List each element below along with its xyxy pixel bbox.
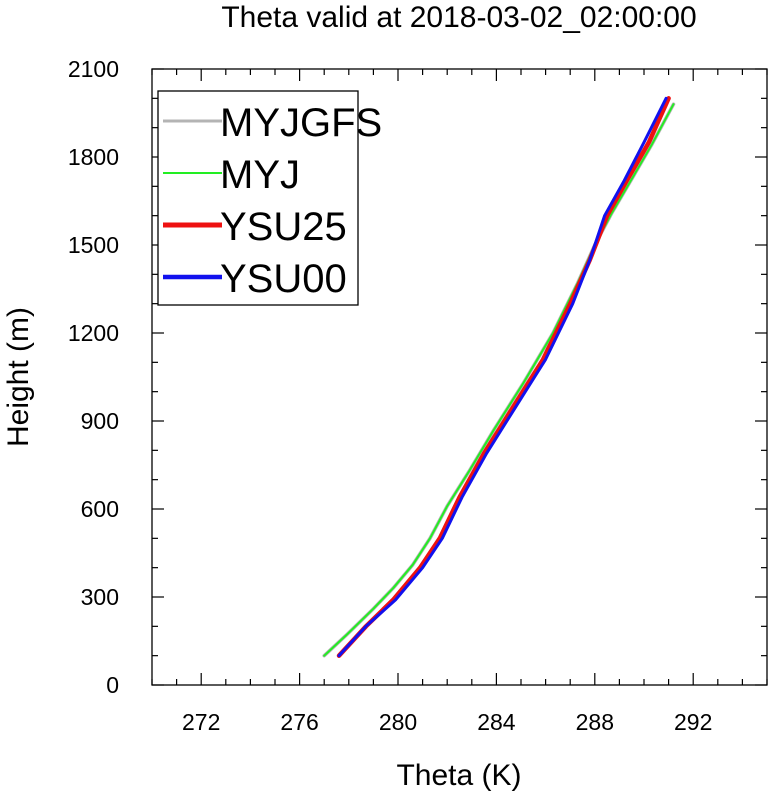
plot-frame [151,68,768,686]
y-tick-label: 0 [106,672,119,698]
legend-box [157,90,359,306]
legend-label: YSU00 [220,257,347,301]
legend: MYJGFS MYJ YSU25 YSU00 [157,90,382,306]
series-line-ysu00 [337,96,668,658]
x-tick-label: 284 [477,709,516,735]
series-line-myj [323,103,675,657]
chart-title: Theta valid at 2018-03-02_02:00:00 [221,1,696,34]
x-tick-label: 276 [280,709,318,735]
axis-ticks [151,68,768,686]
y-tick-label: 1200 [68,320,119,346]
x-tick-labels: 272 276 280 284 288 292 [182,709,712,735]
series-line-ysu25 [336,96,671,658]
x-tick-label: 280 [379,709,417,735]
x-tick-label: 292 [674,709,712,735]
y-axis-label: Height (m) [2,307,35,447]
y-tick-label: 600 [81,496,119,522]
x-axis-label: Theta (K) [396,759,521,792]
legend-label: YSU25 [220,205,347,249]
x-tick-label: 272 [182,709,220,735]
series-lines [322,96,676,658]
y-tick-labels: 0 300 600 900 1200 1500 1800 2100 [68,56,119,698]
legend-label: MYJGFS [220,101,382,145]
y-tick-label: 900 [81,408,119,434]
y-tick-label: 2100 [68,56,119,82]
y-tick-label: 300 [81,584,119,610]
legend-label: MYJ [220,153,300,197]
y-tick-label: 1500 [68,232,119,258]
x-tick-label: 288 [576,709,614,735]
y-tick-label: 1800 [68,144,119,170]
